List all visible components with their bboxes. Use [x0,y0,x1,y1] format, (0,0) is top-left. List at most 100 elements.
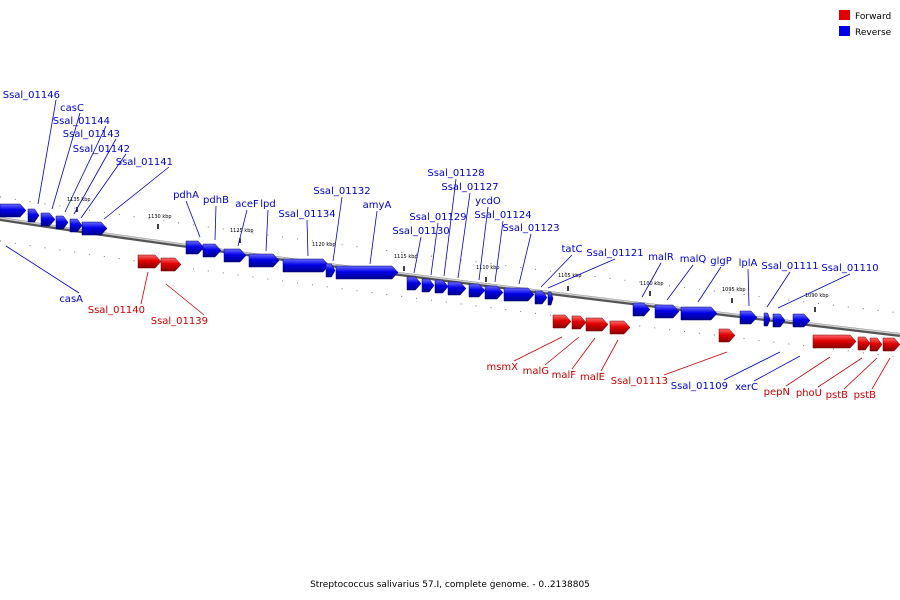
gene-callout-line-malq [666,264,694,301]
gene-label-ssal-01121: Ssal_01121 [586,248,643,259]
gene-callout-line-malr [641,262,662,298]
gene-arrow-malr [632,302,651,317]
scale-tick-label: 1095 kbp [722,287,746,293]
gene-label-tatc: tatC [562,244,583,255]
gene-callout-line-pstb [843,357,878,390]
gene-arrow-ssal-01130 [406,276,422,291]
gene-arrow-ssal-01109 [792,313,811,328]
gene-label-xerc: xerC [735,382,758,393]
gene-arrow-ssal-01127 [447,281,467,296]
gene-arrow-msmx [552,314,572,329]
scale-tick-label: 1100 kbp [640,281,664,287]
gene-label-ssal-01142: Ssal_01142 [73,144,130,155]
gene-arrow-lpd [248,253,280,268]
gene-callout-line-lpla [747,268,750,307]
gene-callout-line-pdhb [214,205,217,241]
gene-arrow-ssal-01143 [55,215,69,230]
scale-tick-label: 1090 kbp [805,293,829,299]
gene-callout-line-tatc [540,254,573,288]
gene-label-male: malE [580,372,605,383]
gene-callout-line-pdha [185,200,201,238]
gene-label-ssal-01128: Ssal_01128 [427,168,484,179]
gene-callout-line-ssal-01124 [494,220,504,283]
gene-arrow-pstb [869,337,883,352]
gene-label-glgp: glgP [710,256,732,267]
gene-callout-line-casa [5,245,80,294]
gene-callout-line-msmx [513,336,563,362]
gene-label-acef: aceF [235,199,259,210]
gene-label-ssal-01141: Ssal_01141 [116,157,173,168]
gene-callout-line-glgp [697,266,722,303]
gene-label-casa: casA [59,294,83,305]
gene-callout-line-ssal-01144 [64,125,107,213]
gene-label-ssal-01111: Ssal_01111 [761,261,818,272]
gene-callout-line-xerc [753,355,801,382]
legend: Forward Reverse [839,10,892,38]
gene-arrow-ssal-01144 [40,212,56,227]
gene-arrow-ssal-01123 [503,287,535,302]
scale-tick-label: 1130 kbp [148,214,172,220]
gene-label-ssal-01124: Ssal_01124 [474,210,531,221]
gene-label-pepn: pepN [764,387,790,398]
legend-swatch-reverse [839,26,850,36]
gene-arrow-ssal-01129 [421,278,435,293]
gene-arrow-ssal-01141 [81,221,108,236]
gene-callout-line-ssal-01111 [766,271,791,308]
gene-arrow-acef [223,248,247,263]
gene-arrow-ssal-01146 [0,203,27,218]
gene-arrow-ssal-01139 [160,257,182,272]
gene-callout-line-ssal-01141 [103,166,170,220]
gene-callout-line-malg [544,336,580,366]
gene-arrow-pstb [882,337,900,352]
gene-label-lpd: lpd [260,199,275,210]
gene-callout-line-malf [571,337,596,370]
legend-swatch-forward [839,10,850,20]
gene-label-ssal-01134: Ssal_01134 [278,209,335,220]
gene-label-casc: casC [60,103,84,114]
gene-callout-line-ssal-01130 [413,236,422,274]
map-caption: Streptococcus salivarius 57.I, complete … [310,580,590,590]
gene-label-ssal-01123: Ssal_01123 [502,223,559,234]
gene-features [0,203,900,352]
gene-arrow-ssal-01124 [484,285,504,300]
gene-label-ssal-01130: Ssal_01130 [392,226,449,237]
gene-label-ssal-01146: Ssal_01146 [3,90,60,101]
gene-arrow-ssal-01140 [137,254,162,269]
gene-label-malq: malQ [680,254,707,265]
gene-arrow-ssal-01121 [547,291,554,306]
gene-arrow-pepn [812,334,857,349]
gene-callout-line-amya [369,210,378,265]
scale-tick-label: 1115 kbp [394,254,418,260]
gene-arrow-ssal-01142 [69,218,83,233]
gene-label-phou: phoU [796,388,822,399]
gene-label-ssal-01110: Ssal_01110 [821,263,878,274]
gene-callout-line-ssal-01127 [457,192,471,279]
gene-callout-line-ssal-01121 [547,258,616,289]
guide-dots-lower [0,240,900,358]
gene-label-pdha: pdhA [173,190,199,201]
gene-arrow-ycdo [468,283,486,298]
scale-tick-label: 1135 kbp [67,197,91,203]
legend-label-forward: Forward [855,12,891,22]
gene-callout-line-male [600,339,619,372]
gene-callout-line-ssal-01128 [443,178,457,277]
gene-label-pstb: pstB [854,390,876,401]
gene-callout-line-lpd [265,209,269,252]
gene-arrow-male [609,320,631,335]
scale-tick-label: 1120 kbp [312,242,336,248]
gene-arrow-pdhb [202,243,222,258]
gene-callout-line-ssal-01123 [518,233,532,285]
gene-arrow-ssal-01111 [763,312,771,327]
gene-callout-line-ssal-01134 [306,219,309,257]
gene-callout-line-ssal-01129 [430,222,439,276]
gene-label-ssal-01129: Ssal_01129 [409,212,466,223]
gene-arrow-phou [857,336,871,351]
gene-callout-line-ssal-01146 [37,99,57,205]
gene-arrow-casc [27,208,40,223]
gene-arrow-ssal-01113 [718,328,736,343]
gene-callout-line-ssal-01139 [165,283,205,316]
gene-label-ssal-01139: Ssal_01139 [151,316,208,327]
gene-label-ssal-01144: Ssal_01144 [53,116,110,127]
